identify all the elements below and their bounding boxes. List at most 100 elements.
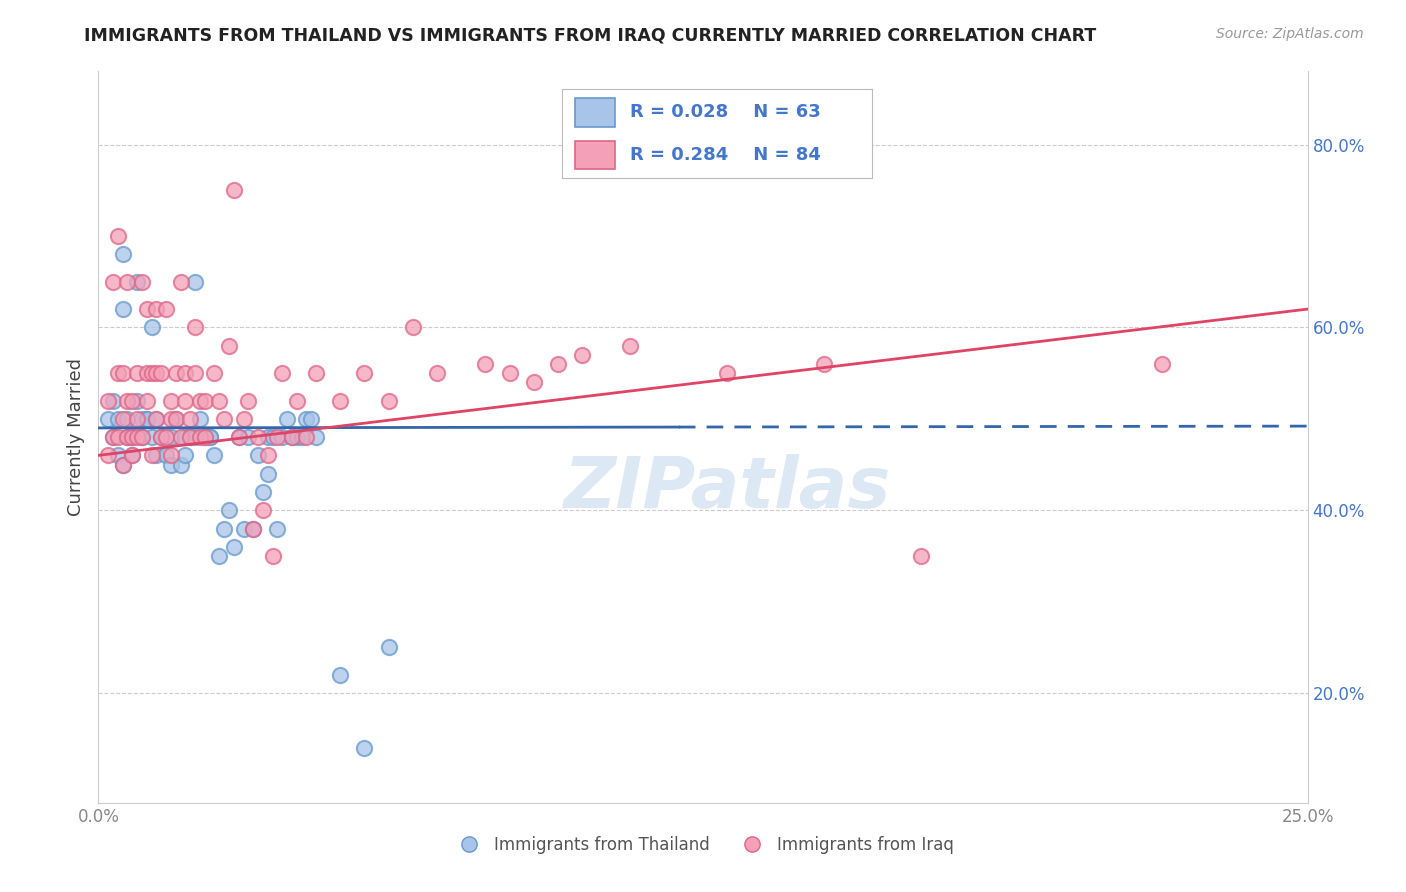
- Point: [252, 485, 274, 500]
- Point: [262, 549, 284, 563]
- Point: [174, 366, 197, 380]
- Point: [135, 393, 157, 408]
- Point: [247, 430, 270, 444]
- Point: [242, 521, 264, 535]
- Point: [910, 549, 932, 563]
- Point: [305, 366, 328, 380]
- Point: [305, 430, 328, 444]
- Point: [160, 430, 183, 444]
- Legend: Immigrants from Thailand, Immigrants from Iraq: Immigrants from Thailand, Immigrants fro…: [446, 829, 960, 860]
- Point: [111, 302, 134, 317]
- Point: [208, 549, 231, 563]
- Point: [145, 412, 167, 426]
- Point: [160, 458, 183, 472]
- Point: [222, 540, 245, 554]
- Point: [281, 430, 304, 444]
- Point: [232, 521, 254, 535]
- Point: [117, 412, 139, 426]
- Point: [107, 366, 129, 380]
- Point: [121, 430, 143, 444]
- Point: [198, 430, 221, 444]
- Point: [295, 430, 318, 444]
- Point: [169, 430, 191, 444]
- Point: [238, 393, 260, 408]
- Point: [179, 430, 201, 444]
- Point: [165, 366, 187, 380]
- Point: [218, 339, 240, 353]
- Point: [141, 448, 163, 462]
- Point: [179, 412, 201, 426]
- Point: [97, 448, 120, 462]
- Point: [212, 412, 235, 426]
- Point: [212, 521, 235, 535]
- Point: [266, 521, 288, 535]
- Point: [121, 448, 143, 462]
- Point: [174, 448, 197, 462]
- Point: [188, 412, 211, 426]
- Point: [329, 393, 352, 408]
- Point: [107, 229, 129, 244]
- Point: [107, 412, 129, 426]
- Point: [121, 393, 143, 408]
- Point: [127, 393, 149, 408]
- Point: [111, 412, 134, 426]
- Point: [111, 458, 134, 472]
- Point: [256, 467, 278, 481]
- Point: [266, 430, 288, 444]
- Point: [135, 412, 157, 426]
- Point: [523, 375, 546, 389]
- Text: IMMIGRANTS FROM THAILAND VS IMMIGRANTS FROM IRAQ CURRENTLY MARRIED CORRELATION C: IMMIGRANTS FROM THAILAND VS IMMIGRANTS F…: [84, 27, 1097, 45]
- Point: [131, 430, 153, 444]
- Point: [117, 393, 139, 408]
- Point: [150, 430, 173, 444]
- Point: [252, 503, 274, 517]
- Point: [571, 348, 593, 362]
- Point: [107, 430, 129, 444]
- Point: [141, 320, 163, 334]
- Point: [813, 357, 835, 371]
- Point: [145, 412, 167, 426]
- Point: [295, 412, 318, 426]
- Point: [160, 412, 183, 426]
- Point: [271, 430, 294, 444]
- Point: [179, 430, 201, 444]
- Point: [184, 320, 207, 334]
- Point: [145, 366, 167, 380]
- Point: [222, 183, 245, 197]
- Point: [165, 412, 187, 426]
- Point: [194, 393, 217, 408]
- Point: [290, 430, 312, 444]
- Point: [285, 430, 308, 444]
- Point: [198, 430, 221, 444]
- Bar: [575, 141, 614, 169]
- Point: [184, 366, 207, 380]
- Point: [121, 448, 143, 462]
- Bar: [575, 98, 614, 127]
- Point: [184, 430, 207, 444]
- Point: [232, 412, 254, 426]
- Point: [228, 430, 250, 444]
- Point: [228, 430, 250, 444]
- Point: [111, 458, 134, 472]
- Y-axis label: Currently Married: Currently Married: [66, 358, 84, 516]
- Point: [353, 740, 375, 755]
- Point: [127, 275, 149, 289]
- Point: [135, 302, 157, 317]
- Point: [117, 430, 139, 444]
- Point: [121, 430, 143, 444]
- Point: [101, 393, 124, 408]
- Point: [101, 430, 124, 444]
- Point: [155, 302, 177, 317]
- Point: [160, 448, 183, 462]
- Point: [160, 393, 183, 408]
- Point: [194, 430, 217, 444]
- Point: [141, 366, 163, 380]
- Point: [281, 430, 304, 444]
- Point: [127, 366, 149, 380]
- Point: [155, 448, 177, 462]
- Point: [285, 393, 308, 408]
- Point: [194, 430, 217, 444]
- Point: [377, 393, 399, 408]
- Point: [97, 412, 120, 426]
- Point: [377, 640, 399, 655]
